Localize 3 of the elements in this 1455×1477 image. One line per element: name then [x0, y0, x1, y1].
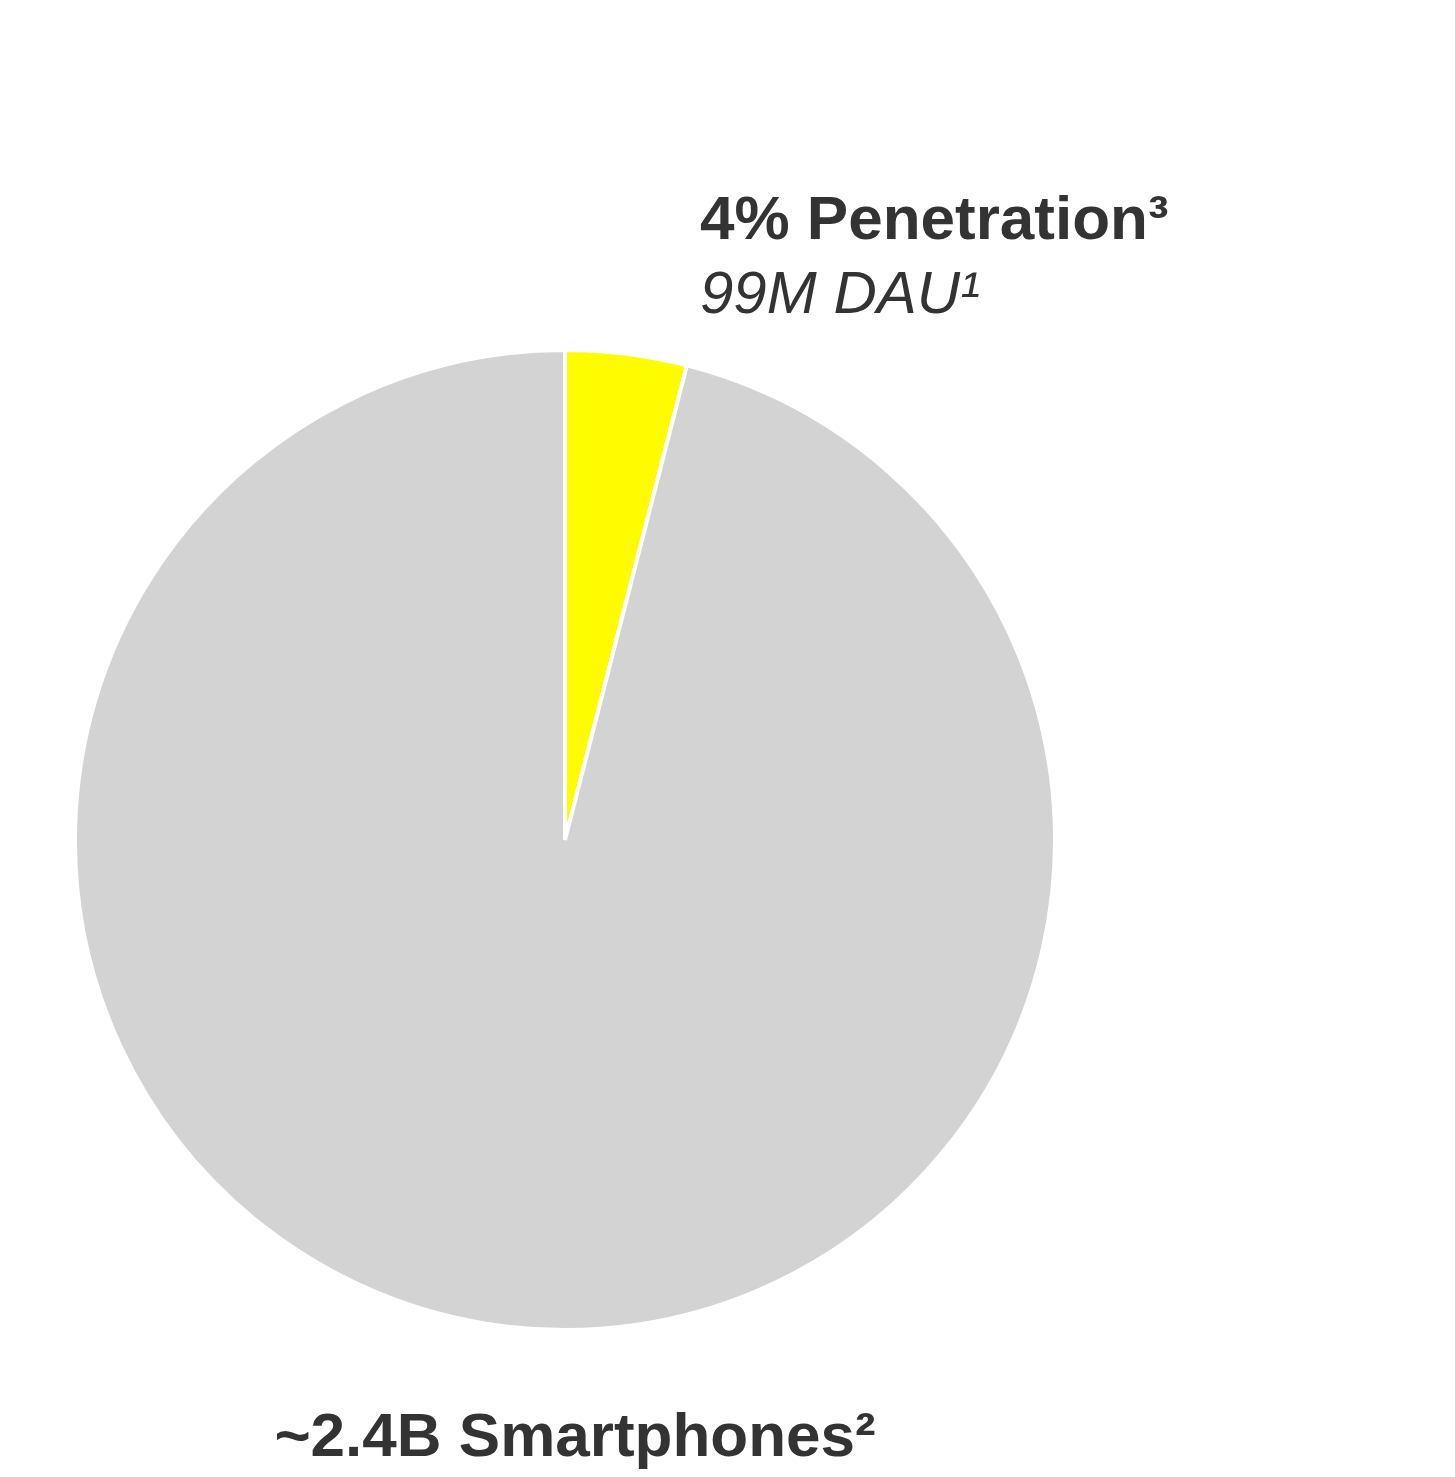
text: 99M DAU¹ [700, 259, 981, 326]
slice-label: 4% Penetration³ [700, 183, 1169, 252]
slice-label: ~2.4B Smartphones² [274, 1400, 876, 1469]
